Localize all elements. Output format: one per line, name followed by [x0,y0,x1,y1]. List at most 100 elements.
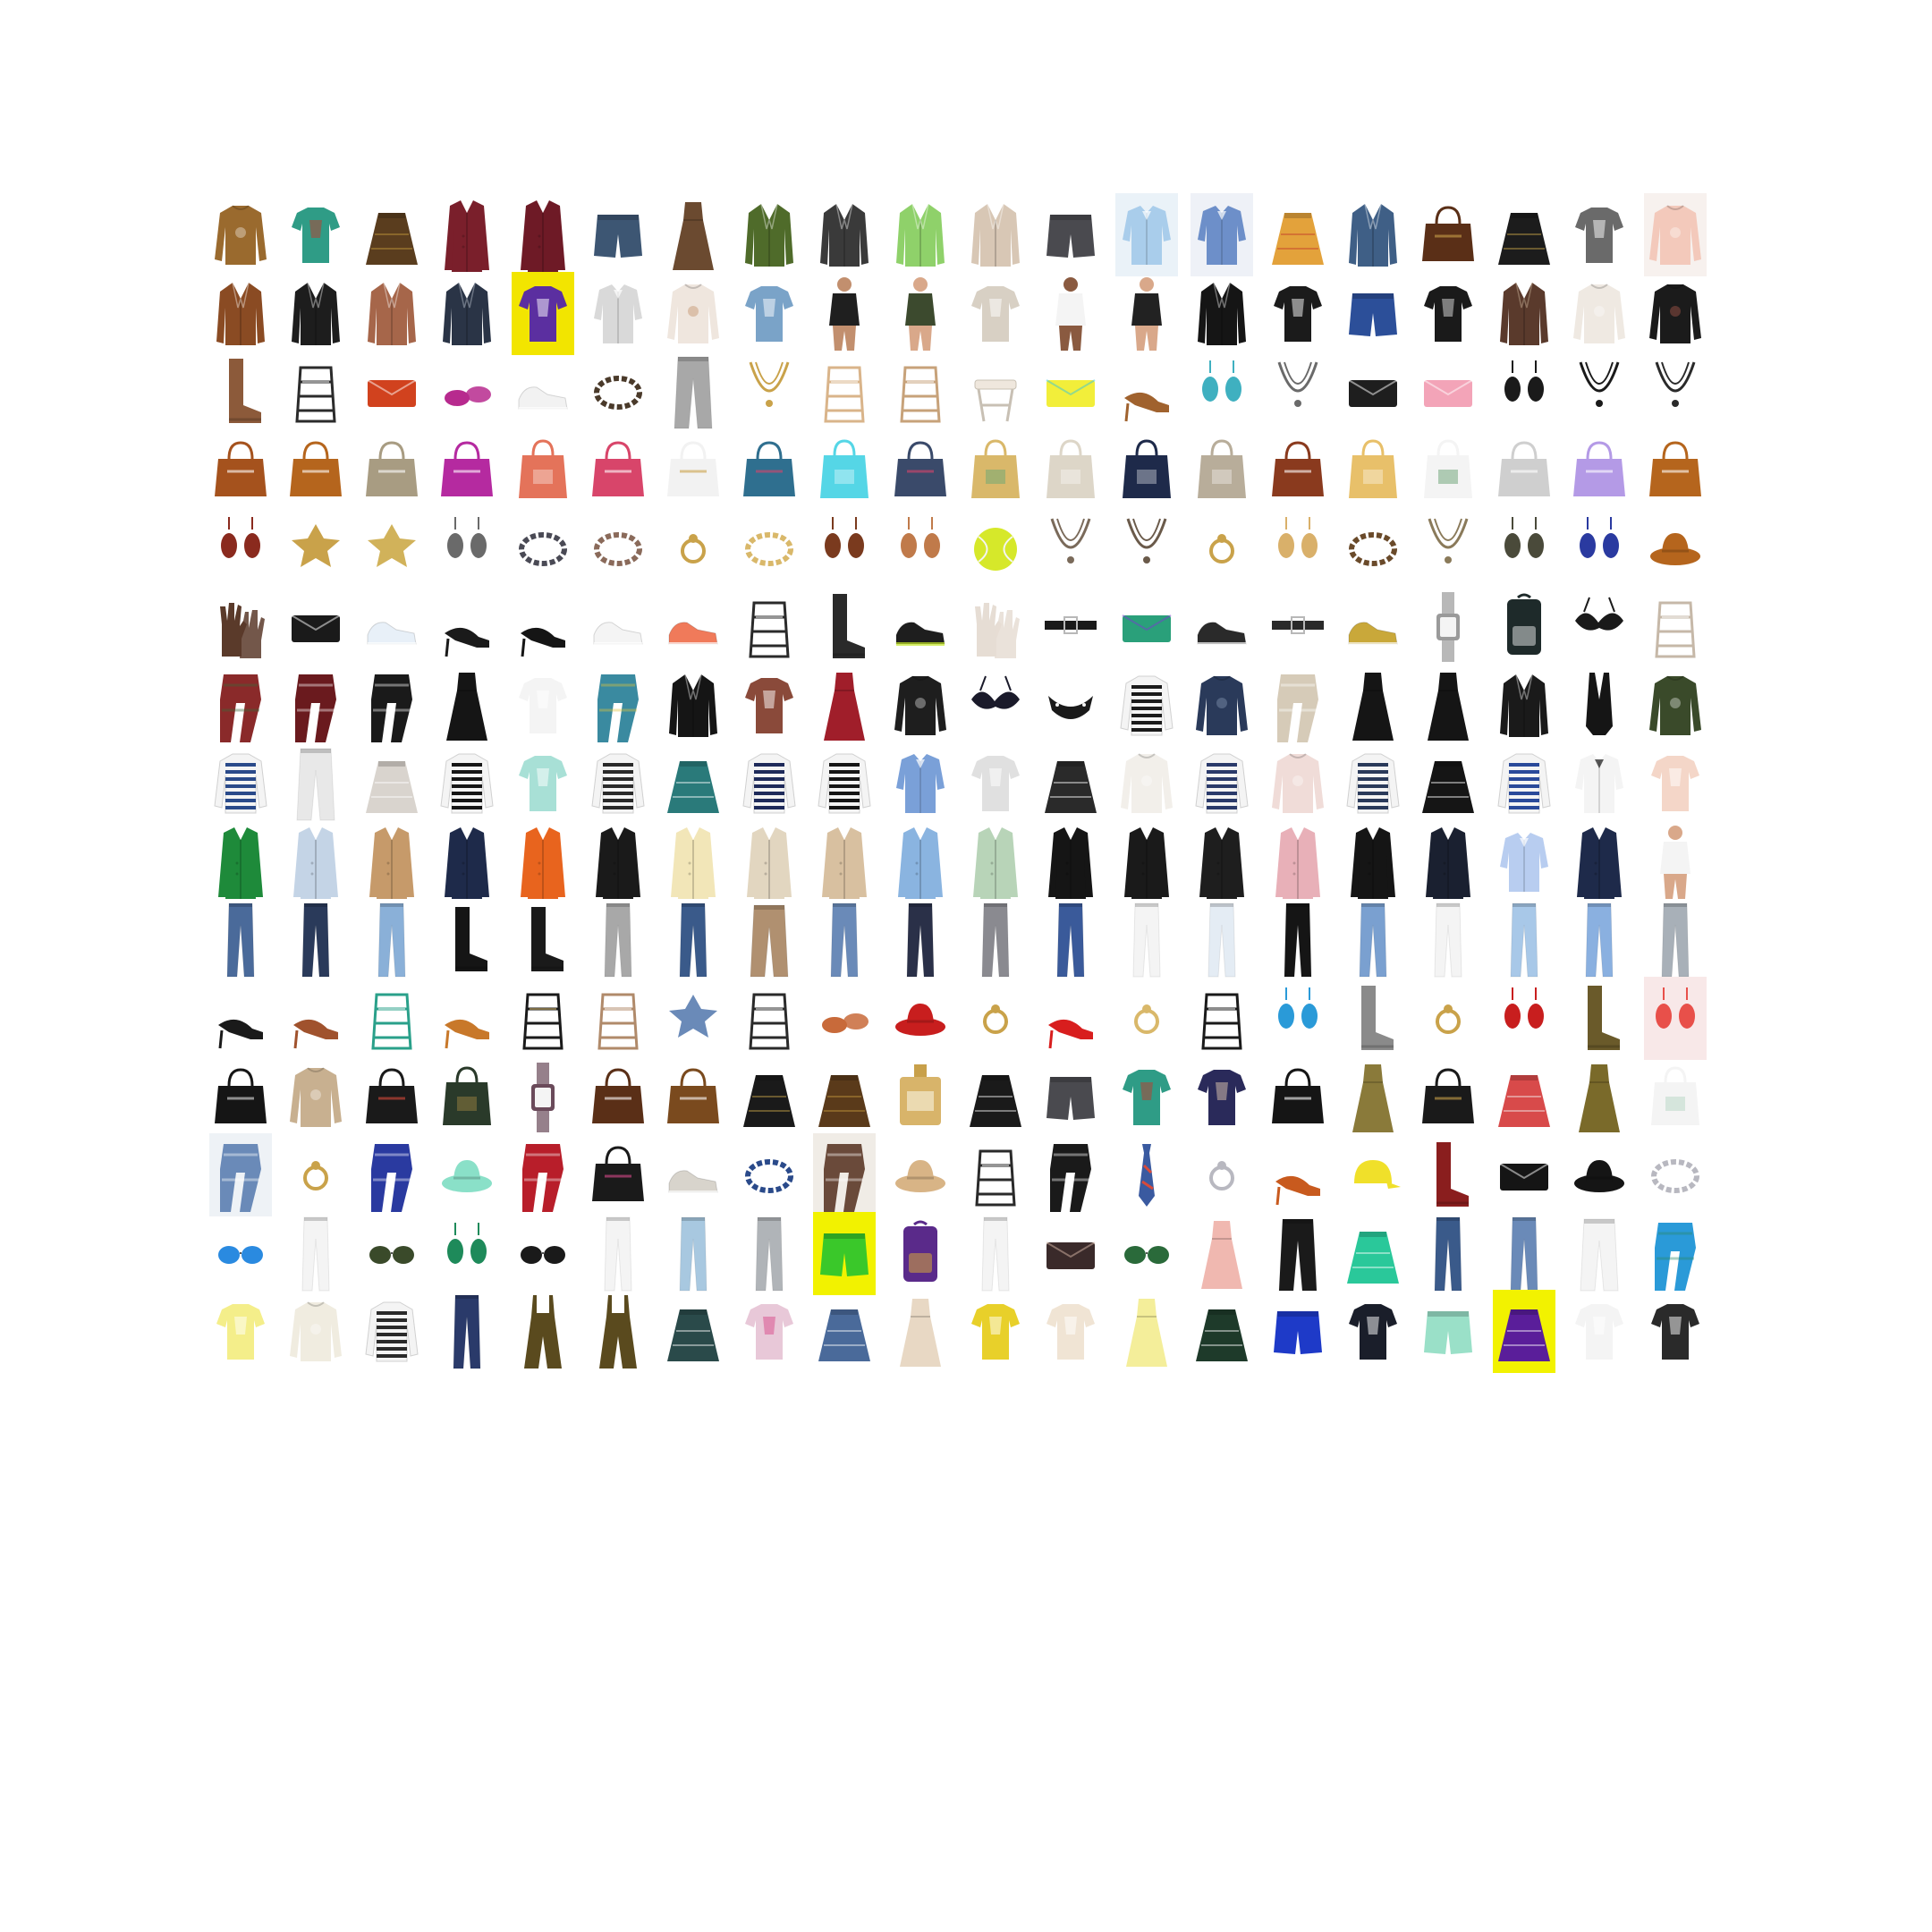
product-necklace-image [1115,506,1178,589]
product-model-image [1644,820,1707,903]
product-jacket-image [1493,272,1555,355]
product-top-image [512,664,574,747]
product-top-image [1039,1290,1102,1373]
product-watch-image [1417,585,1479,668]
product-sweater-image [284,1055,347,1139]
product-top-image [738,1290,801,1373]
product-sweater-image [889,664,952,747]
product-model-image [1115,272,1178,355]
product-sandal-image [512,977,574,1060]
product-sandal-image [1191,977,1253,1060]
product-model-image [889,272,952,355]
product-coat-image [813,820,876,903]
product-coat-image [889,820,952,903]
product-bag-image [1644,428,1707,512]
product-coat-image [512,193,574,276]
product-jeans-image [436,1290,498,1373]
product-sandal-image [284,350,347,433]
product-top-image [512,272,574,355]
product-bag-image [436,428,498,512]
product-top-image [738,664,801,747]
product-boots-image [1417,1133,1479,1216]
product-dress-image [1342,1055,1404,1139]
product-stripe-image [1115,664,1178,747]
product-pants-image [284,741,347,825]
product-jeans-image [284,1212,347,1295]
product-scarf-image [360,1133,423,1216]
product-overall-image [512,1290,574,1373]
product-jacket-image [738,193,801,276]
product-dress-image [1568,1055,1631,1139]
product-sweater-image [209,193,272,276]
product-bracelet-image [1644,1133,1707,1216]
product-heel-image [209,977,272,1060]
product-pants-image [662,350,724,433]
product-tote-image [1644,1055,1707,1139]
product-cap-image [1342,1133,1404,1216]
product-bag-image [360,428,423,512]
product-hat-image [436,1133,498,1216]
product-dress-image [436,664,498,747]
product-dress-image [889,1290,952,1373]
product-scarf-image [512,1133,574,1216]
product-sweater-image [284,1290,347,1373]
product-skirt-image [1342,1212,1404,1295]
product-skirt-image [964,1055,1027,1139]
product-earring-image [889,506,952,589]
product-tote-image [512,428,574,512]
product-backpack-image [1493,585,1555,668]
product-scarf-image [284,664,347,747]
product-jeans-image [1644,898,1707,981]
product-coat-image [1267,820,1329,903]
product-necklace-image [1417,506,1479,589]
product-top-image [1191,1055,1253,1139]
product-shorts-image [587,193,649,276]
product-brooch-image [284,506,347,589]
product-jeans-image [587,1212,649,1295]
product-coat-image [360,820,423,903]
product-skirt-image [1039,741,1102,825]
product-jacket-image [436,272,498,355]
product-stripe-image [1191,741,1253,825]
product-top-image [1644,741,1707,825]
product-top-image [738,272,801,355]
product-ring-image [284,1133,347,1216]
product-tote-image [813,428,876,512]
product-shoes-image [436,350,498,433]
product-earring-image [436,1212,498,1295]
product-bag-image [1267,1055,1329,1139]
product-sandal-image [738,585,801,668]
product-boots-image [436,898,498,981]
product-shirt-image [1115,193,1178,276]
product-skirt-image [1493,193,1555,276]
product-boots-image [512,898,574,981]
product-jacket-image [284,272,347,355]
product-sweater-image [1191,664,1253,747]
product-ring-image [1417,977,1479,1060]
product-dress-image [662,193,724,276]
product-skirt-image [662,1290,724,1373]
product-clutch-image [1039,1212,1102,1295]
product-coat-image [1039,820,1102,903]
product-bag-image [587,1133,649,1216]
product-necklace-image [1267,350,1329,433]
product-clutch-image [1115,585,1178,668]
product-jeans-image [1039,898,1102,981]
product-sweater-image [1644,193,1707,276]
product-jacket-image [1191,272,1253,355]
product-bracelet-image [1342,506,1404,589]
product-skirt-image [360,741,423,825]
product-collar-image [1039,664,1102,747]
product-sneaker-image [889,585,952,668]
product-coat-image [209,820,272,903]
product-ring-image [1191,506,1253,589]
product-pants-image [1568,1212,1631,1295]
product-skirt-image [1267,193,1329,276]
product-bra-image [1568,585,1631,668]
product-skirt-image [360,193,423,276]
product-clutch-image [1417,350,1479,433]
product-shorts-image [1267,1290,1329,1373]
product-coat-image [738,820,801,903]
product-jeans-image [587,898,649,981]
product-coat-image [1342,820,1404,903]
